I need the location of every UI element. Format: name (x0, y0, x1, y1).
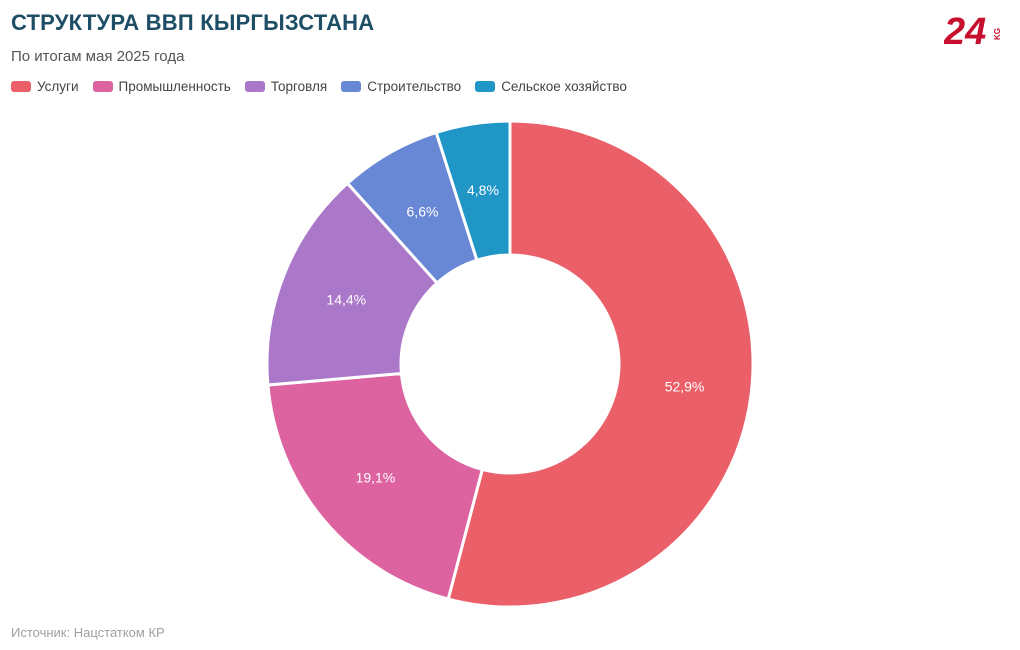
donut-slice[interactable] (446, 119, 755, 609)
legend-item[interactable]: Торговля (244, 79, 328, 94)
source-note: Источник: Нацстатком КР (11, 625, 165, 640)
slice-data-label: 6,6% (407, 203, 439, 219)
24kg-logo-icon: 24 KG (944, 11, 1002, 50)
legend-label: Строительство (367, 79, 462, 94)
legend-label: Сельское хозяйство (501, 79, 627, 94)
donut-slice[interactable] (434, 119, 512, 262)
legend-swatch (244, 81, 265, 92)
legend-label: Промышленность (118, 79, 231, 94)
chart-legend: Услуги Промышленность Торговля Строительств… (11, 79, 627, 94)
chart-subtitle: По итогам мая 2025 года (11, 48, 185, 65)
legend-swatch (341, 81, 362, 92)
slice-data-label: 4,8% (467, 182, 499, 198)
legend-swatch (92, 81, 113, 92)
donut-slice[interactable] (265, 181, 439, 387)
legend-item[interactable]: Промышленность (92, 79, 231, 94)
slice-data-label: 19,1% (356, 469, 396, 485)
slice-data-label: 14,4% (326, 291, 366, 307)
legend-swatch (11, 81, 31, 92)
legend-item[interactable]: Строительство (341, 79, 461, 94)
logo-text-main: 24 (944, 11, 986, 50)
legend-item[interactable]: Сельское хозяйство (475, 79, 627, 94)
logo-text-sub: KG (993, 28, 1002, 40)
legend-label: Услуги (37, 79, 79, 94)
legend-item[interactable]: Услуги (11, 79, 79, 94)
slice-data-label: 52,9% (665, 379, 705, 395)
legend-label: Торговля (270, 79, 328, 94)
legend-swatch (475, 81, 496, 92)
chart-title: СТРУКТУРА ВВП КЫРГЫЗСТАНА (11, 10, 375, 35)
donut-slice[interactable] (266, 371, 484, 601)
